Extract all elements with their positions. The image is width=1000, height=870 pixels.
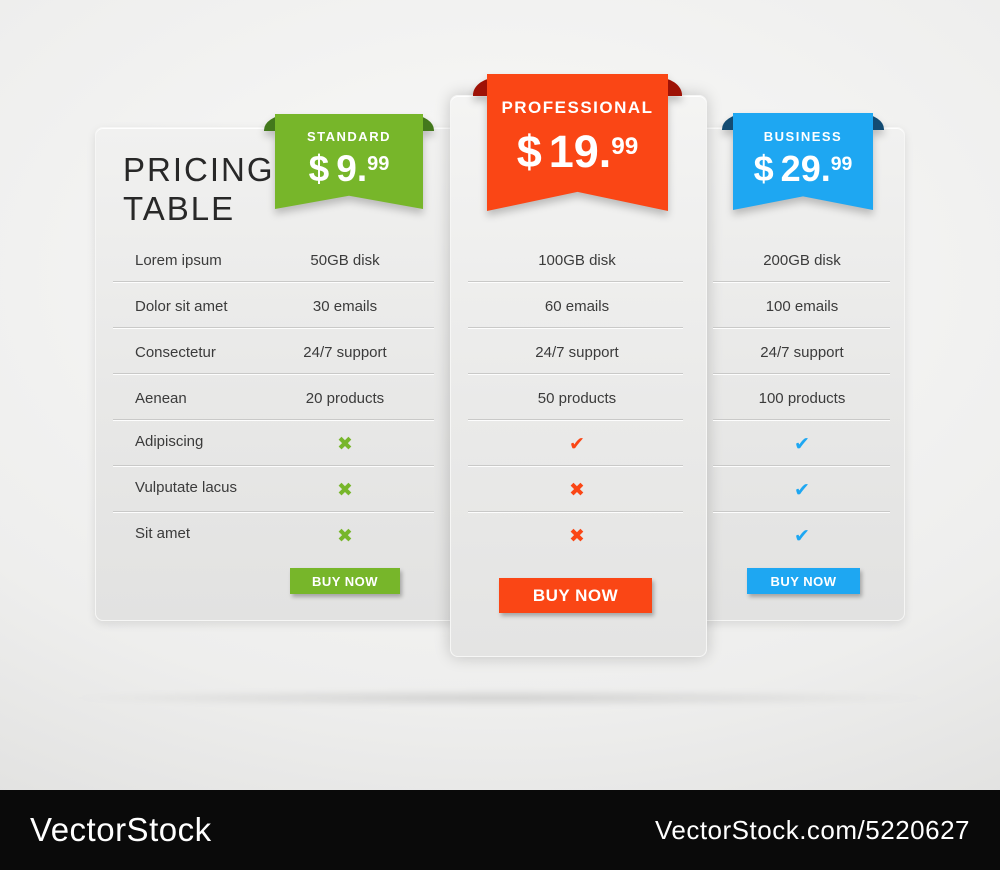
floor-shadow [70, 690, 930, 706]
buy-now-button-professional[interactable]: BUY NOW [499, 578, 652, 613]
feature-label: Vulputate lacus [135, 479, 238, 496]
business-value: 200GB disk [763, 252, 841, 269]
cross-icon: ✖ [569, 525, 585, 547]
row-divider [468, 465, 683, 467]
plan-name: STANDARD [307, 129, 391, 144]
check-icon: ✔ [569, 433, 585, 455]
feature-label: Consectetur [135, 344, 216, 361]
row-divider [113, 281, 434, 283]
row-divider [468, 419, 683, 421]
standard-value: 50GB disk [310, 252, 380, 269]
standard-ribbon-body: STANDARD $9.99 [275, 114, 423, 209]
currency-sign: $ [308, 148, 330, 189]
row-divider [113, 419, 434, 421]
price-main: 19. [548, 126, 612, 177]
check-icon: ✔ [794, 525, 810, 547]
standard-value: 24/7 support [303, 344, 387, 361]
watermark-url: VectorStock.com/5220627 [654, 814, 970, 845]
row-divider [713, 327, 890, 329]
feature-label: Adipiscing [135, 433, 204, 450]
cross-icon: ✖ [337, 525, 353, 547]
currency-sign: $ [516, 126, 542, 177]
watermark-bar: VectorStock VectorStock.com/5220627 [0, 790, 1000, 870]
professional-value: 50 products [537, 390, 617, 407]
plan-name: BUSINESS [763, 129, 843, 144]
row-divider [113, 511, 434, 513]
standard-ribbon: STANDARD $9.99 [264, 114, 434, 209]
feature-label: Sit amet [135, 525, 191, 542]
price-main: 29. [780, 148, 831, 189]
professional-ribbon-body: PROFESSIONAL $19.99 [487, 74, 668, 211]
row-divider [713, 281, 890, 283]
cross-icon: ✖ [337, 479, 353, 501]
row-divider [468, 281, 683, 283]
business-value: 100 products [758, 390, 846, 407]
page-title-line1: PRICING [123, 151, 275, 188]
professional-value: 24/7 support [535, 344, 619, 361]
row-divider [468, 511, 683, 513]
page-title-line2: TABLE [123, 190, 236, 227]
business-ribbon-body: BUSINESS $29.99 [733, 113, 873, 210]
price-main: 9. [336, 148, 368, 189]
row-divider [713, 511, 890, 513]
feature-label: Aenean [135, 390, 187, 407]
buy-now-button-standard[interactable]: BUY NOW [290, 568, 400, 594]
row-divider [113, 465, 434, 467]
currency-sign: $ [753, 148, 774, 189]
cross-icon: ✖ [569, 479, 585, 501]
row-divider [468, 327, 683, 329]
row-divider [113, 373, 434, 375]
business-ribbon: BUSINESS $29.99 [722, 113, 884, 210]
row-divider [468, 373, 683, 375]
cross-icon: ✖ [337, 433, 353, 455]
buy-now-button-business[interactable]: BUY NOW [747, 568, 860, 594]
plan-price: $19.99 [517, 126, 639, 178]
standard-value: 20 products [305, 390, 385, 407]
check-icon: ✔ [794, 479, 810, 501]
standard-value: 30 emails [312, 298, 378, 315]
business-value: 100 emails [765, 298, 839, 315]
row-divider [713, 465, 890, 467]
professional-value: 100GB disk [538, 252, 616, 269]
row-divider [713, 419, 890, 421]
price-cents: 99 [611, 132, 639, 160]
professional-ribbon: PROFESSIONAL $19.99 [473, 74, 682, 211]
professional-value: 60 emails [544, 298, 610, 315]
price-cents: 99 [367, 153, 390, 176]
page-title: PRICING TABLE [123, 150, 275, 228]
price-cents: 99 [830, 153, 853, 176]
feature-label: Lorem ipsum [135, 252, 222, 269]
check-icon: ✔ [794, 433, 810, 455]
row-divider [113, 327, 434, 329]
plan-price: $29.99 [754, 148, 853, 190]
plan-name: PROFESSIONAL [501, 98, 654, 117]
watermark-brand: VectorStock [30, 811, 212, 848]
plan-price: $9.99 [309, 148, 390, 190]
business-value: 24/7 support [760, 344, 844, 361]
row-divider [713, 373, 890, 375]
feature-label: Dolor sit amet [135, 298, 228, 315]
